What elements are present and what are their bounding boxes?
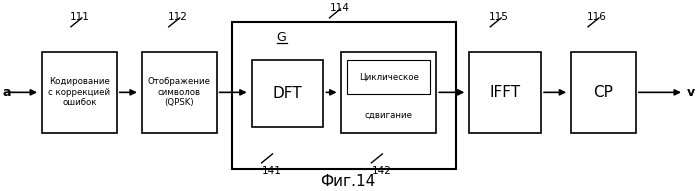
Text: Отображение
символов
(QPSK): Отображение символов (QPSK) (148, 77, 210, 107)
Text: CP: CP (594, 85, 613, 100)
Text: 114: 114 (330, 3, 349, 13)
Bar (42, 52, 117, 133)
Text: 111: 111 (70, 12, 90, 22)
Bar (252, 60, 323, 127)
Bar (571, 52, 636, 133)
Text: DFT: DFT (273, 86, 302, 101)
Bar (469, 52, 541, 133)
Text: 142: 142 (372, 166, 391, 176)
Text: G: G (277, 31, 286, 44)
Text: Циклическое: Циклическое (359, 72, 419, 81)
Text: v: v (687, 86, 695, 99)
Text: Кодирование
с коррекцией
ошибок: Кодирование с коррекцией ошибок (48, 77, 110, 107)
Bar (231, 22, 457, 169)
Text: 116: 116 (587, 12, 607, 22)
Text: сдвигание: сдвигание (365, 111, 413, 120)
Text: Фиг.14: Фиг.14 (321, 174, 376, 189)
Bar (342, 52, 436, 133)
Bar (347, 60, 430, 94)
Bar (141, 52, 217, 133)
Text: 115: 115 (489, 12, 509, 22)
Text: a: a (3, 86, 11, 99)
Text: IFFT: IFFT (489, 85, 521, 100)
Text: 141: 141 (261, 166, 282, 176)
Text: 112: 112 (168, 12, 187, 22)
